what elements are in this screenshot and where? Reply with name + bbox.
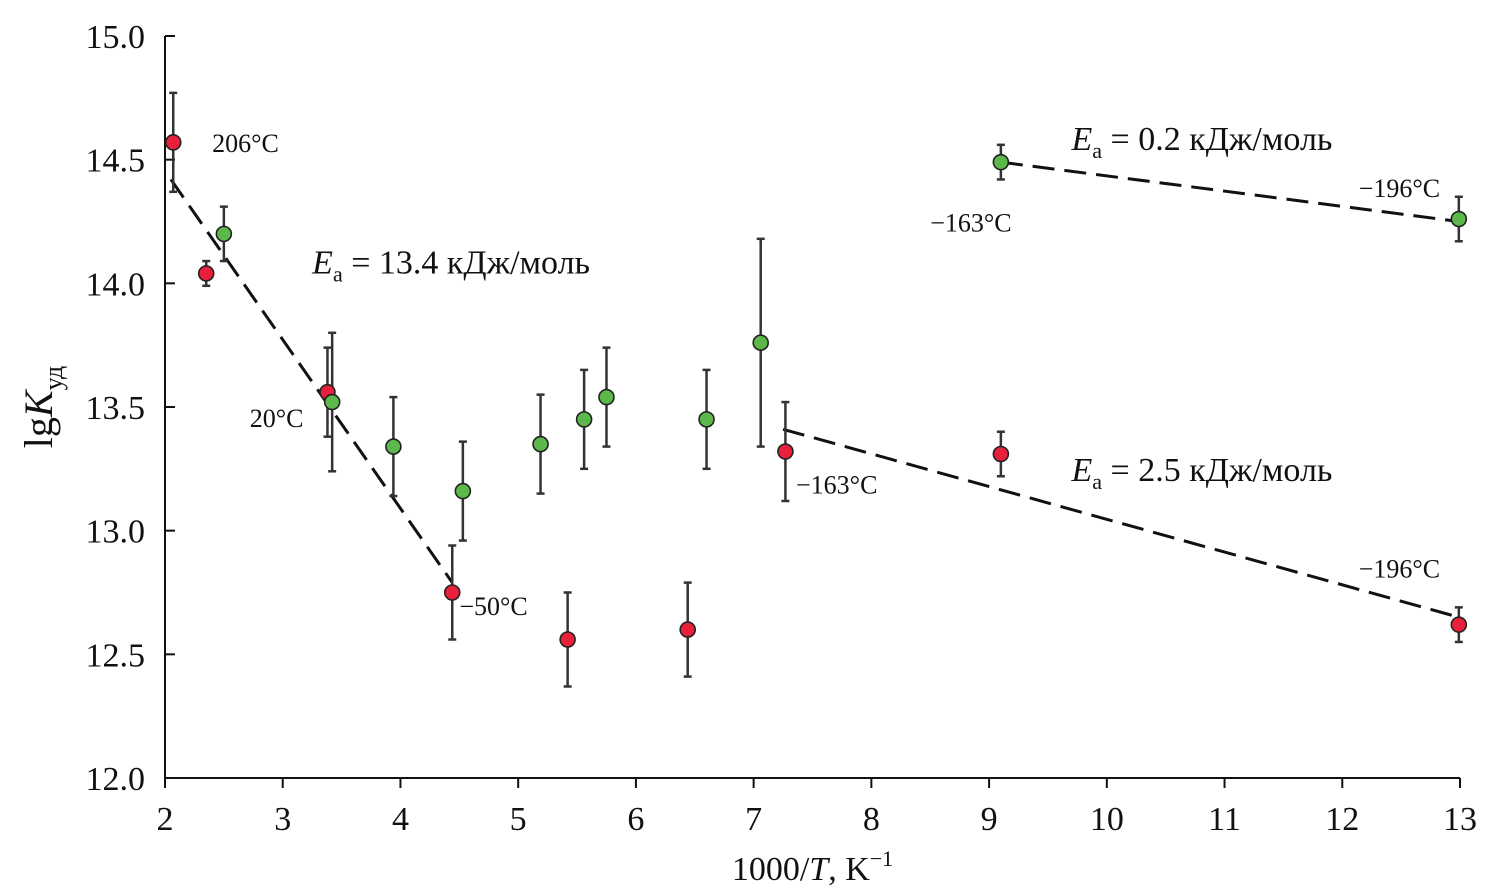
axes: 2 3 4 5 6 7 8 9 10 11 12 13 12.0 12.5 13.0 13.5 14.0 14.5… bbox=[86, 19, 1478, 838]
red-data-point bbox=[443, 584, 461, 601]
fit-low-temp-green bbox=[1000, 160, 1460, 223]
green-data-point bbox=[575, 411, 593, 428]
annotation-symbol: E bbox=[1071, 452, 1093, 489]
x-axis-title-prefix: 1000/ bbox=[732, 851, 810, 888]
y-tick-label: 13.0 bbox=[86, 514, 146, 551]
red-data-point bbox=[164, 134, 182, 151]
temperature-label: −163°C bbox=[930, 208, 1011, 237]
y-axis-title-prefix: lg bbox=[16, 417, 61, 448]
x-tick-label: 6 bbox=[627, 801, 644, 838]
green-data-point bbox=[1450, 210, 1468, 228]
temperature-label: −196°C bbox=[1359, 174, 1440, 203]
x-tick-label: 8 bbox=[863, 801, 880, 838]
activation-energy-label: Eа = 0.2 кДж/моль bbox=[1071, 121, 1333, 163]
annotation-subscript: а bbox=[1092, 138, 1102, 163]
temperature-label: −50°C bbox=[459, 592, 527, 621]
green-data-point bbox=[323, 393, 341, 411]
red-data-point bbox=[1450, 616, 1468, 633]
green-data-point bbox=[752, 334, 770, 351]
annotation-subscript: а bbox=[333, 261, 343, 286]
annotation-subscript: а bbox=[1092, 469, 1102, 494]
x-axis-title-unit: , K bbox=[828, 851, 870, 888]
x-tick-label: 4 bbox=[392, 801, 409, 838]
point-labels: 206°C 20°C −50°C −163°C −163°C −196°C −196°C bbox=[212, 129, 1440, 621]
y-tick-label: 12.5 bbox=[86, 637, 146, 674]
annotation-text: = 13.4 кДж/моль bbox=[343, 244, 590, 281]
red-data-point bbox=[197, 265, 215, 282]
x-tick-label: 11 bbox=[1208, 801, 1241, 838]
x-tick-label: 2 bbox=[157, 801, 174, 838]
annotation-symbol: E bbox=[311, 244, 333, 281]
x-axis-title: 1000/T, K−1 bbox=[732, 846, 893, 888]
y-tick-label: 14.5 bbox=[86, 143, 146, 180]
activation-energy-label: Eа = 13.4 кДж/моль bbox=[311, 244, 590, 286]
y-tick-label: 14.0 bbox=[86, 266, 146, 303]
temperature-label: 206°C bbox=[212, 129, 279, 158]
y-tick-label: 15.0 bbox=[86, 19, 146, 56]
error-bars bbox=[169, 91, 1463, 688]
red-data-point bbox=[679, 621, 697, 638]
red-data-point bbox=[777, 443, 794, 460]
x-tick-label: 10 bbox=[1090, 801, 1124, 838]
green-data-point bbox=[215, 225, 233, 243]
y-axis-title-sub: уд bbox=[39, 366, 68, 391]
green-data-point bbox=[598, 388, 615, 406]
x-tick-label: 5 bbox=[510, 801, 527, 838]
red-data-point bbox=[992, 445, 1010, 463]
annotation-text: = 0.2 кДж/моль bbox=[1102, 121, 1332, 158]
x-tick-label: 9 bbox=[981, 801, 998, 838]
x-tick-label: 3 bbox=[274, 801, 291, 838]
red-data-point bbox=[559, 631, 576, 648]
activation-energy-label: Eа = 2.5 кДж/моль bbox=[1071, 452, 1333, 494]
x-axis-title-var: T bbox=[809, 851, 830, 888]
green-data-point bbox=[454, 482, 472, 500]
x-tick-label: 7 bbox=[745, 801, 762, 838]
fit-high-temp bbox=[169, 178, 454, 584]
x-axis-title-sup: −1 bbox=[870, 846, 893, 871]
temperature-label: −196°C bbox=[1359, 555, 1440, 584]
axis-titles: 1000/T, K−1 lgKуд bbox=[16, 366, 893, 888]
x-tick-label: 13 bbox=[1443, 801, 1477, 838]
green-data-point bbox=[698, 411, 715, 428]
y-axis-title-var: K bbox=[16, 388, 61, 418]
annotation-symbol: E bbox=[1071, 121, 1093, 158]
annotation-text: = 2.5 кДж/моль bbox=[1102, 452, 1332, 489]
fit-low-temp-red bbox=[782, 427, 1460, 619]
y-tick-label: 12.0 bbox=[86, 761, 146, 798]
green-data-point bbox=[385, 438, 402, 455]
green-data-point bbox=[532, 435, 549, 453]
temperature-label: 20°C bbox=[250, 404, 304, 433]
green-data-point bbox=[992, 153, 1010, 171]
y-tick-label: 13.5 bbox=[86, 390, 146, 427]
y-axis-title: lgKуд bbox=[16, 366, 68, 448]
fit-lines bbox=[169, 160, 1460, 619]
x-tick-label: 12 bbox=[1325, 801, 1359, 838]
temperature-label: −163°C bbox=[796, 471, 877, 500]
data-points bbox=[164, 134, 1468, 648]
